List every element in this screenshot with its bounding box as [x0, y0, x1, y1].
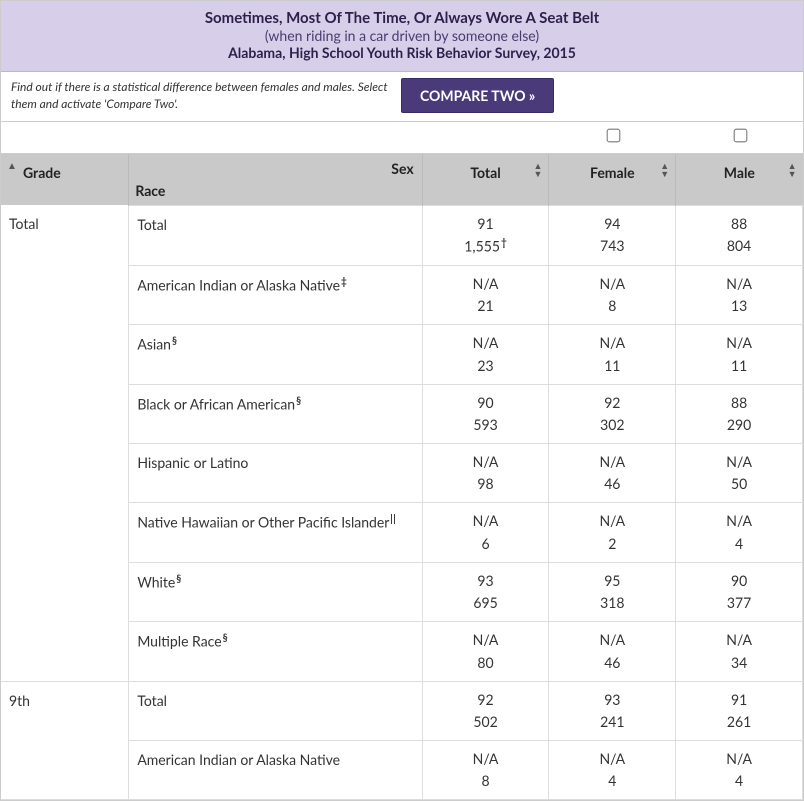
data-cell: N/A4: [676, 740, 803, 799]
checkbox-total-cell: [424, 122, 550, 153]
data-cell: N/A98: [422, 444, 549, 503]
data-cell: 92302: [549, 384, 676, 443]
race-cell: Total: [129, 681, 422, 740]
col-total[interactable]: Total ▲▼: [422, 154, 549, 206]
data-cell: N/A23: [422, 325, 549, 384]
data-cell: 94743: [549, 205, 676, 265]
data-cell: 911,555†: [422, 205, 549, 265]
data-cell: N/A11: [549, 325, 676, 384]
compare-two-button[interactable]: COMPARE TWO »: [401, 78, 554, 113]
col-grade[interactable]: ▲ Grade: [1, 154, 129, 206]
data-cell: N/A8: [549, 265, 676, 324]
top-row: Find out if there is a statistical diffe…: [1, 72, 803, 122]
data-cell: 95318: [549, 562, 676, 621]
sort-icon: ▲▼: [534, 162, 543, 178]
data-cell: N/A34: [676, 622, 803, 681]
checkbox-spacer: [1, 122, 424, 153]
grade-cell: 9th: [1, 681, 129, 800]
data-cell: 88804: [676, 205, 803, 265]
data-cell: 91261: [676, 681, 803, 740]
compare-wrap: COMPARE TWO »: [401, 72, 803, 113]
data-cell: N/A6: [422, 503, 549, 562]
col-total-label: Total: [470, 164, 500, 181]
data-cell: N/A46: [549, 622, 676, 681]
data-cell: N/A46: [549, 444, 676, 503]
data-cell: N/A21: [422, 265, 549, 324]
checkbox-female-cell: [550, 122, 676, 153]
data-cell: N/A13: [676, 265, 803, 324]
race-cell: Multiple Race§: [129, 622, 422, 681]
table-row: TotalTotal911,555†9474388804: [1, 205, 803, 265]
sort-icon: ▲▼: [788, 162, 797, 178]
sort-asc-icon: ▲: [7, 160, 17, 172]
race-cell: White§: [129, 562, 422, 621]
data-cell: N/A4: [549, 740, 676, 799]
race-label: Race: [135, 182, 165, 199]
data-table: ▲ Grade Sex Race Total ▲▼ Female ▲▼ Male: [1, 154, 803, 801]
report-title: Sometimes, Most Of The Time, Or Always W…: [11, 9, 793, 27]
data-cell: 92502: [422, 681, 549, 740]
race-cell: Asian§: [129, 325, 422, 384]
data-cell: N/A50: [676, 444, 803, 503]
grade-cell: Total: [1, 205, 129, 681]
col-race[interactable]: Sex Race: [129, 154, 422, 206]
col-female[interactable]: Female ▲▼: [549, 154, 676, 206]
sex-label: Sex: [391, 160, 413, 177]
table-body: TotalTotal911,555†9474388804American Ind…: [1, 205, 803, 800]
race-cell: Total: [129, 205, 422, 265]
data-cell: 93241: [549, 681, 676, 740]
data-cell: 90377: [676, 562, 803, 621]
report-header: Sometimes, Most Of The Time, Or Always W…: [1, 1, 803, 72]
checkbox-male-cell: [677, 122, 803, 153]
col-male-label: Male: [724, 164, 755, 181]
col-grade-label: Grade: [23, 164, 61, 181]
report-subtitle: (when riding in a car driven by someone …: [11, 27, 793, 44]
data-cell: N/A2: [549, 503, 676, 562]
report-container: Sometimes, Most Of The Time, Or Always W…: [0, 0, 804, 801]
sort-icon: ▲▼: [660, 162, 669, 178]
data-cell: 93695: [422, 562, 549, 621]
data-cell: 90593: [422, 384, 549, 443]
select-female-checkbox[interactable]: [607, 128, 621, 142]
race-cell: Hispanic or Latino: [129, 444, 422, 503]
table-header-row: ▲ Grade Sex Race Total ▲▼ Female ▲▼ Male: [1, 154, 803, 206]
data-cell: N/A80: [422, 622, 549, 681]
data-cell: N/A11: [676, 325, 803, 384]
race-cell: American Indian or Alaska Native‡: [129, 265, 422, 324]
race-cell: American Indian or Alaska Native: [129, 740, 422, 799]
hint-text: Find out if there is a statistical diffe…: [1, 72, 401, 121]
data-cell: N/A4: [676, 503, 803, 562]
data-cell: 88290: [676, 384, 803, 443]
col-male[interactable]: Male ▲▼: [676, 154, 803, 206]
report-source: Alabama, High School Youth Risk Behavior…: [11, 44, 793, 61]
checkbox-row: [1, 122, 803, 154]
race-cell: Native Hawaiian or Other Pacific Islande…: [129, 503, 422, 562]
select-male-checkbox[interactable]: [733, 128, 747, 142]
race-cell: Black or African American§: [129, 384, 422, 443]
data-cell: N/A8: [422, 740, 549, 799]
col-female-label: Female: [590, 164, 635, 181]
table-row: 9thTotal925029324191261: [1, 681, 803, 740]
